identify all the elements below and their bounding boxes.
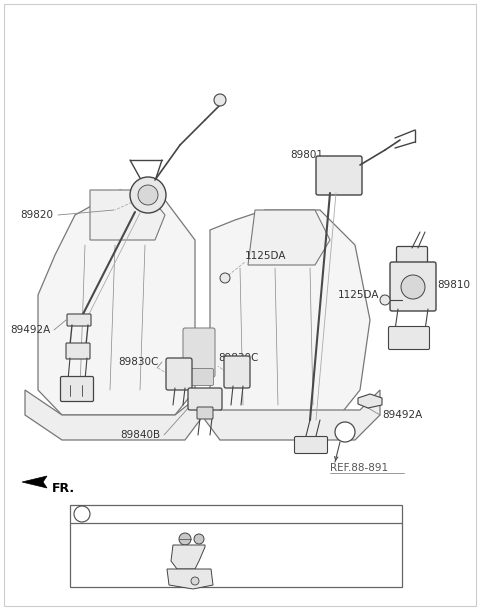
FancyBboxPatch shape [197, 407, 213, 419]
Text: 88705: 88705 [88, 534, 119, 544]
Text: 89830C: 89830C [118, 357, 158, 367]
Circle shape [179, 533, 191, 545]
Text: a: a [79, 509, 85, 519]
Text: REF.88-891: REF.88-891 [330, 463, 388, 473]
FancyBboxPatch shape [4, 4, 476, 606]
Polygon shape [25, 390, 200, 440]
Text: 89820: 89820 [20, 210, 53, 220]
Circle shape [380, 295, 390, 305]
Polygon shape [248, 210, 330, 265]
Circle shape [220, 273, 230, 283]
Circle shape [130, 177, 166, 213]
FancyBboxPatch shape [189, 368, 214, 386]
Text: 88812E: 88812E [209, 534, 246, 544]
Text: 1125DA: 1125DA [338, 290, 380, 300]
Text: 89492A: 89492A [10, 325, 50, 335]
Circle shape [214, 94, 226, 106]
Text: 89492A: 89492A [382, 410, 422, 420]
Polygon shape [38, 190, 195, 415]
Polygon shape [205, 390, 380, 440]
Circle shape [191, 577, 199, 585]
Polygon shape [90, 190, 165, 240]
Polygon shape [171, 545, 205, 569]
Circle shape [74, 506, 90, 522]
FancyBboxPatch shape [316, 156, 362, 195]
Text: 89831E: 89831E [209, 565, 246, 575]
FancyBboxPatch shape [70, 505, 402, 587]
Circle shape [194, 534, 204, 544]
Text: a: a [342, 427, 348, 437]
Polygon shape [22, 476, 47, 488]
Text: 89801: 89801 [290, 150, 323, 160]
FancyBboxPatch shape [66, 343, 90, 359]
FancyBboxPatch shape [67, 314, 91, 326]
FancyBboxPatch shape [390, 262, 436, 311]
FancyBboxPatch shape [183, 328, 215, 377]
FancyBboxPatch shape [396, 246, 428, 265]
Text: 89810: 89810 [437, 280, 470, 290]
FancyBboxPatch shape [60, 376, 94, 401]
Text: 1125DA: 1125DA [245, 251, 287, 261]
Polygon shape [167, 569, 213, 589]
Circle shape [138, 185, 158, 205]
FancyBboxPatch shape [188, 388, 222, 410]
Circle shape [335, 422, 355, 442]
Text: 89830C: 89830C [218, 353, 258, 363]
FancyBboxPatch shape [224, 356, 250, 388]
FancyBboxPatch shape [295, 437, 327, 453]
Polygon shape [358, 394, 382, 408]
Polygon shape [210, 210, 370, 415]
Circle shape [401, 275, 425, 299]
Text: 89840B: 89840B [120, 430, 160, 440]
FancyBboxPatch shape [166, 358, 192, 390]
FancyBboxPatch shape [388, 326, 430, 350]
Text: FR.: FR. [52, 481, 75, 495]
